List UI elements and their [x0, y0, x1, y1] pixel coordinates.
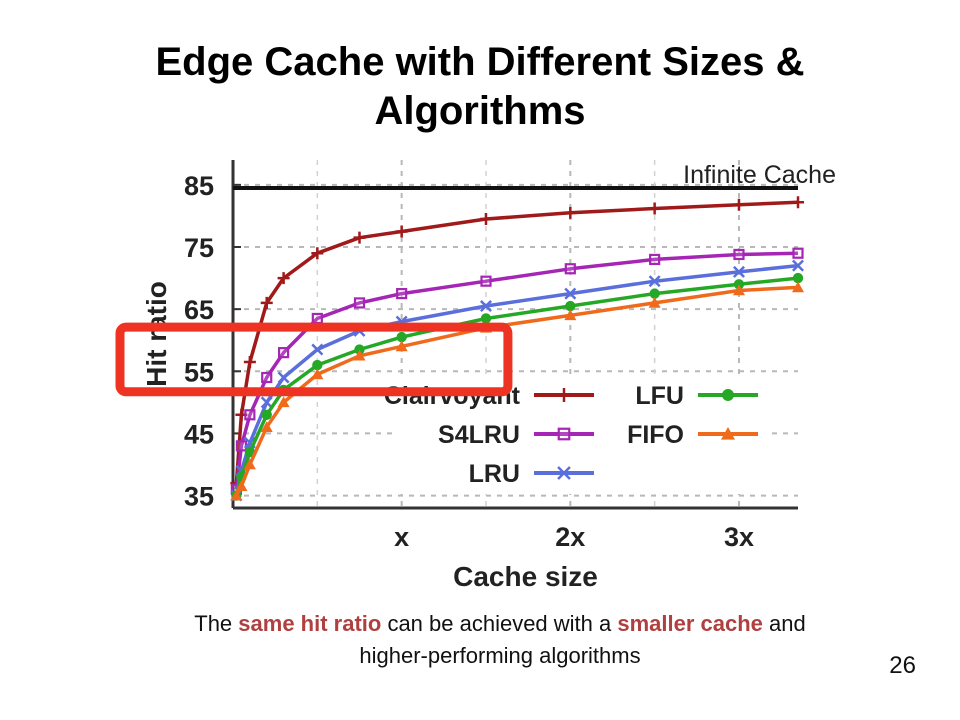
y-tick-label: 85 — [184, 171, 214, 201]
point-fifo — [235, 480, 248, 492]
series-s4lru — [230, 247, 804, 495]
y-tick-label: 45 — [184, 419, 214, 449]
point-s4lru — [733, 248, 745, 261]
point-clairvoyant — [311, 247, 324, 260]
point-lfu — [649, 288, 660, 299]
x-axis-title: Cache size — [453, 561, 598, 592]
legend-label-lfu: LFU — [635, 382, 684, 410]
series-fifo — [230, 281, 804, 501]
caption-highlight-smaller-cache: smaller cache — [617, 611, 763, 636]
point-lfu — [565, 300, 576, 312]
point-clairvoyant — [732, 198, 745, 211]
slide-number: 26 — [889, 652, 916, 679]
point-lru — [277, 371, 290, 384]
y-axis-title: Hit ratio — [141, 281, 172, 387]
x-tick-label: x — [394, 522, 409, 552]
series-lfu — [231, 272, 804, 501]
legend-marker-fifo — [721, 427, 735, 440]
point-fifo — [353, 349, 366, 361]
point-s4lru — [649, 253, 661, 266]
point-clairvoyant — [479, 213, 492, 226]
point-fifo — [564, 309, 577, 321]
point-clairvoyant — [648, 202, 661, 215]
point-lru — [311, 343, 324, 356]
point-clairvoyant — [260, 296, 273, 309]
point-s4lru — [261, 371, 273, 384]
point-lru — [480, 300, 492, 313]
y-tick-label: 35 — [184, 482, 214, 512]
infinite-cache-label: Infinite Cache — [683, 161, 836, 189]
slide-title-line2: Algorithms — [374, 89, 586, 133]
point-s4lru — [353, 297, 366, 309]
point-clairvoyant — [792, 196, 804, 209]
series-layer — [230, 196, 804, 502]
caption-highlight-same-hit-ratio: same hit ratio — [238, 611, 382, 636]
annotation-layer — [115, 322, 513, 397]
point-lru — [792, 259, 804, 272]
legend-label-fifo: FIFO — [627, 421, 684, 449]
point-clairvoyant — [395, 225, 408, 238]
point-fifo — [230, 489, 243, 501]
point-fifo — [792, 281, 804, 293]
reference-layer: Infinite Cache — [233, 161, 836, 190]
x-tick-label: 2x — [555, 522, 585, 552]
point-lru — [648, 275, 661, 288]
caption-line2: higher-performing algorithms — [359, 643, 641, 668]
point-fifo — [311, 368, 324, 380]
point-s4lru — [396, 288, 408, 300]
axis-labels: 35 45 55 65 75 85 x 2x 3x Cache size Hit ratio — [141, 171, 754, 592]
point-s4lru — [277, 347, 290, 359]
point-fifo — [648, 296, 661, 308]
point-lru — [732, 265, 745, 278]
caption-part1: The — [194, 611, 239, 636]
point-lru — [564, 287, 577, 300]
caption-line1: The same hit ratio can be achieved with … — [60, 608, 940, 640]
legend-marker-s4lru — [557, 427, 571, 441]
point-lru — [260, 396, 273, 409]
point-s4lru — [480, 275, 492, 287]
caption-part3: and — [762, 611, 806, 636]
point-fifo — [732, 284, 745, 296]
point-s4lru — [244, 409, 256, 421]
point-clairvoyant — [353, 231, 366, 244]
y-tick-label: 55 — [184, 357, 214, 387]
point-fifo — [260, 421, 273, 433]
y-tick-label: 65 — [184, 295, 214, 325]
point-fifo — [243, 458, 256, 470]
caption-part2: can be achieved with a — [381, 611, 618, 636]
point-lfu — [312, 359, 323, 371]
point-clairvoyant — [564, 206, 577, 219]
point-clairvoyant — [277, 272, 290, 285]
series-line-s4lru — [234, 251, 799, 490]
y-tick-label: 75 — [184, 233, 214, 263]
point-s4lru — [311, 312, 323, 325]
slide-caption: The same hit ratio can be achieved with … — [60, 608, 940, 672]
point-fifo — [395, 340, 408, 352]
axes — [231, 160, 798, 510]
x-tick-label: 3x — [724, 522, 754, 552]
point-clairvoyant — [243, 355, 256, 368]
point-s4lru — [792, 247, 804, 259]
point-fifo — [277, 396, 290, 408]
point-lfu — [261, 409, 272, 420]
highlight-rectangle — [115, 322, 513, 397]
slide-title: Edge Cache with Different Sizes & Algori… — [60, 38, 900, 136]
point-lfu — [792, 272, 804, 284]
point-s4lru — [564, 263, 576, 275]
legend-marker-lru — [557, 466, 571, 480]
legend-marker-lfu — [722, 389, 734, 401]
point-lfu — [480, 313, 492, 324]
legend-label-s4lru: S4LRU — [438, 421, 520, 449]
legend-label-lru: LRU — [469, 460, 520, 488]
point-lfu — [396, 331, 407, 343]
slide-title-line1: Edge Cache with Different Sizes & — [155, 40, 805, 84]
point-s4lru — [235, 440, 248, 452]
legend-marker-clairvoyant — [557, 388, 571, 402]
